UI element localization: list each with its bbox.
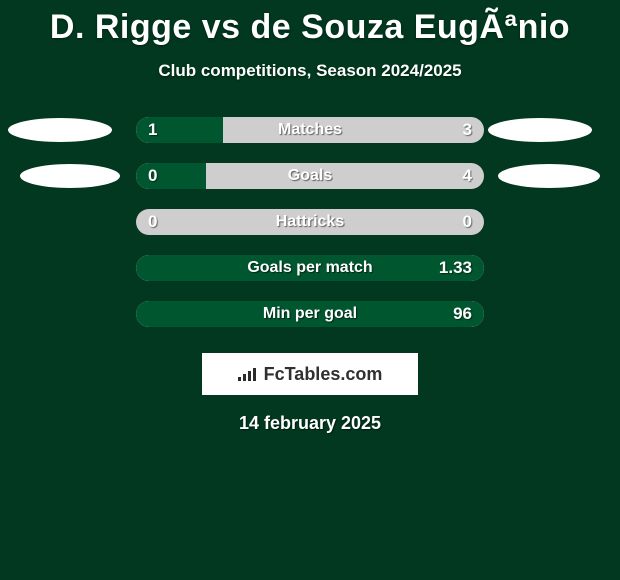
stat-row: 1.33Goals per match bbox=[0, 255, 620, 281]
bar-track: 13Matches bbox=[136, 117, 484, 143]
left-value: 1 bbox=[148, 117, 157, 143]
bar-label: Hattricks bbox=[136, 209, 484, 235]
bar-chart-icon bbox=[238, 367, 258, 381]
brand-text: FcTables.com bbox=[264, 364, 383, 385]
team-ellipse-right2 bbox=[498, 164, 600, 188]
team-ellipse-left2 bbox=[20, 164, 120, 188]
team-ellipse-left1 bbox=[8, 118, 112, 142]
stat-row: 0 0Hattricks bbox=[0, 209, 620, 235]
stat-row: 13Matches bbox=[0, 117, 620, 143]
team-ellipse-right1 bbox=[488, 118, 592, 142]
right-value: 96 bbox=[453, 301, 472, 327]
bar-fill bbox=[136, 255, 484, 281]
brand-box[interactable]: FcTables.com bbox=[202, 353, 418, 395]
bar-track: 96Min per goal bbox=[136, 301, 484, 327]
right-value: 1.33 bbox=[439, 255, 472, 281]
date-text: 14 february 2025 bbox=[0, 413, 620, 434]
bar-fill bbox=[136, 163, 206, 189]
left-value: 0 bbox=[148, 209, 157, 235]
left-value: 0 bbox=[148, 163, 157, 189]
right-value: 0 bbox=[463, 209, 472, 235]
bar-track: 0 0Hattricks bbox=[136, 209, 484, 235]
subtitle: Club competitions, Season 2024/2025 bbox=[0, 61, 620, 81]
right-value: 3 bbox=[463, 117, 472, 143]
bar-track: 1.33Goals per match bbox=[136, 255, 484, 281]
page-title: D. Rigge vs de Souza EugÃªnio bbox=[0, 0, 620, 47]
stat-row: 04Goals bbox=[0, 163, 620, 189]
bar-fill bbox=[136, 301, 484, 327]
stat-row: 96Min per goal bbox=[0, 301, 620, 327]
stats-rows: 13Matches04Goals00Hattricks1.33Goals per… bbox=[0, 117, 620, 327]
bar-track: 04Goals bbox=[136, 163, 484, 189]
right-value: 4 bbox=[463, 163, 472, 189]
